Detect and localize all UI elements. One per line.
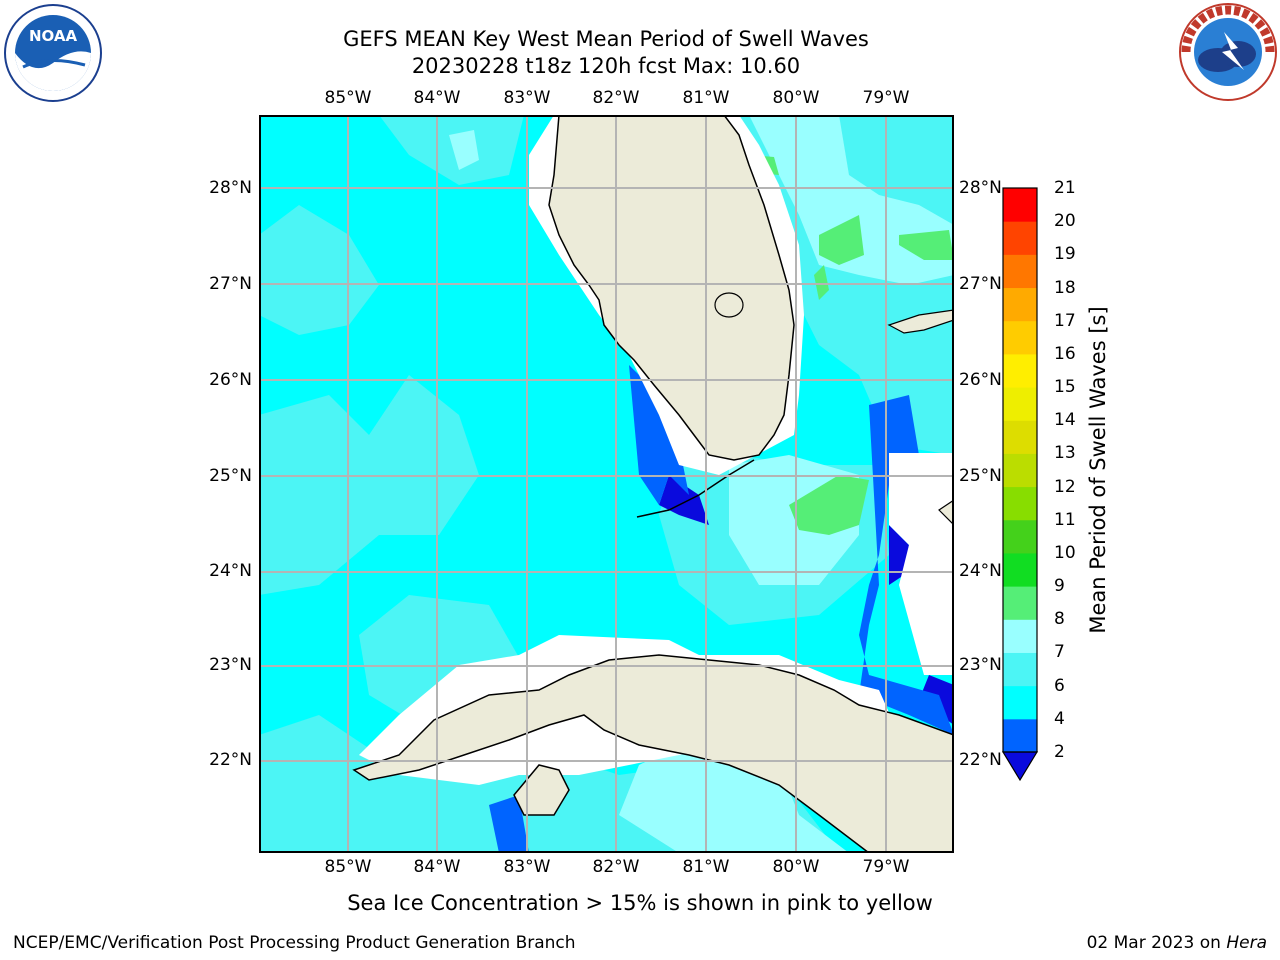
andros-land <box>938 499 954 526</box>
colorbar-box <box>1003 685 1037 720</box>
map-subtitle: 20230228 t18z 120h fcst Max: 10.60 <box>411 54 801 78</box>
colorbar-tick-label: 4 <box>1054 708 1065 729</box>
colorbar-tick-label: 7 <box>1054 642 1065 663</box>
lat-label-left: 27°N <box>209 274 252 294</box>
lon-label-bottom: 80°W <box>772 857 820 877</box>
swell-period-map <box>259 115 954 853</box>
colorbar-box <box>1003 420 1037 454</box>
colorbar-box <box>1003 188 1037 222</box>
footer-date: 02 Mar 2023 on Hera <box>1087 933 1267 953</box>
lon-label-bottom: 84°W <box>413 857 461 877</box>
noaa-logo: NOAA <box>4 4 102 102</box>
lon-label-top: 82°W <box>592 88 640 108</box>
colorbar-tick-label: 14 <box>1054 410 1076 431</box>
colorbar-boxes <box>1003 188 1037 753</box>
colorbar-title: Mean Period of Swell Waves [s] <box>1086 306 1110 634</box>
nws-logo <box>1179 3 1277 101</box>
map-frame <box>259 115 954 853</box>
lat-label-right: 25°N <box>959 466 1002 486</box>
footer-branch: NCEP/EMC/Verification Post Processing Pr… <box>13 933 576 953</box>
footer-date-text: 02 Mar 2023 on <box>1086 933 1227 953</box>
lon-label-bottom: 83°W <box>503 857 551 877</box>
colorbar-tick-label: 15 <box>1054 377 1076 398</box>
colorbar-box <box>1003 387 1037 421</box>
lon-label-bottom: 81°W <box>682 857 730 877</box>
lat-label-right: 23°N <box>959 655 1002 675</box>
map-gridlines <box>259 115 954 853</box>
lat-label-right: 26°N <box>959 370 1002 390</box>
florida-land <box>548 115 795 461</box>
lat-label-right: 24°N <box>959 561 1002 581</box>
florida-keys <box>636 459 755 518</box>
colorbar-tick-label: 6 <box>1054 675 1065 696</box>
colorbar-tick-label: 21 <box>1054 178 1076 198</box>
colorbar-tick-label: 13 <box>1054 443 1076 464</box>
lon-label-top: 80°W <box>772 88 820 108</box>
lon-label-top: 84°W <box>413 88 461 108</box>
lon-label-bottom: 79°W <box>862 857 910 877</box>
footer-machine: Hera <box>1226 933 1267 953</box>
colorbar-tick-label: 10 <box>1054 542 1076 563</box>
noaa-logo-text: NOAA <box>29 27 78 45</box>
colorbar <box>1001 187 1039 782</box>
colorbar-extend-arrow <box>1001 751 1039 782</box>
colorbar-box <box>1003 619 1037 653</box>
colorbar-box <box>1003 586 1037 620</box>
colorbar-box <box>1003 519 1037 554</box>
lon-label-top: 83°W <box>503 88 551 108</box>
colorbar-tick-label: 18 <box>1054 277 1076 298</box>
colorbar-box <box>1003 254 1037 289</box>
period-4-6-regions <box>489 365 954 853</box>
colorbar-box <box>1003 718 1037 753</box>
lat-label-left: 26°N <box>209 370 252 390</box>
lat-label-right: 28°N <box>959 178 1002 198</box>
colorbar-box <box>1003 320 1037 355</box>
bahamas-land <box>887 309 954 334</box>
colorbar-box <box>1003 221 1037 255</box>
lat-label-left: 28°N <box>209 178 252 198</box>
colorbar-tick-label: 9 <box>1054 576 1065 597</box>
sea-ice-note: Sea Ice Concentration > 15% is shown in … <box>347 891 933 915</box>
colorbar-frame <box>1002 187 1038 753</box>
lat-label-left: 22°N <box>209 750 252 770</box>
colorbar-box <box>1003 453 1037 488</box>
lat-label-right: 27°N <box>959 274 1002 294</box>
colorbar-box <box>1003 552 1037 587</box>
colorbar-box <box>1003 287 1037 322</box>
colorbar-tick-label: 17 <box>1054 310 1076 331</box>
lon-label-top: 79°W <box>862 88 910 108</box>
colorbar-tick-label: 11 <box>1054 509 1076 530</box>
lat-label-left: 25°N <box>209 466 252 486</box>
colorbar-box <box>1003 353 1037 388</box>
cuba-land <box>352 654 954 853</box>
colorbar-box <box>1003 486 1037 521</box>
lon-label-top: 85°W <box>324 88 372 108</box>
colorbar-tick-label: 16 <box>1054 343 1076 364</box>
colorbar-tick-label: 8 <box>1054 609 1065 630</box>
lat-label-left: 24°N <box>209 561 252 581</box>
colorbar-tick-label: 2 <box>1054 742 1065 762</box>
lake-okeechobee <box>714 292 744 318</box>
colorbar-tick-label: 12 <box>1054 476 1076 497</box>
lon-label-bottom: 85°W <box>324 857 372 877</box>
lon-label-top: 81°W <box>682 88 730 108</box>
lon-label-bottom: 82°W <box>592 857 640 877</box>
colorbar-box <box>1003 652 1037 687</box>
lat-label-right: 22°N <box>959 750 1002 770</box>
map-title: GEFS MEAN Key West Mean Period of Swell … <box>343 27 869 51</box>
colorbar-tick-label: 19 <box>1054 244 1076 265</box>
lat-label-left: 23°N <box>209 655 252 675</box>
colorbar-tick-label: 20 <box>1054 211 1076 232</box>
